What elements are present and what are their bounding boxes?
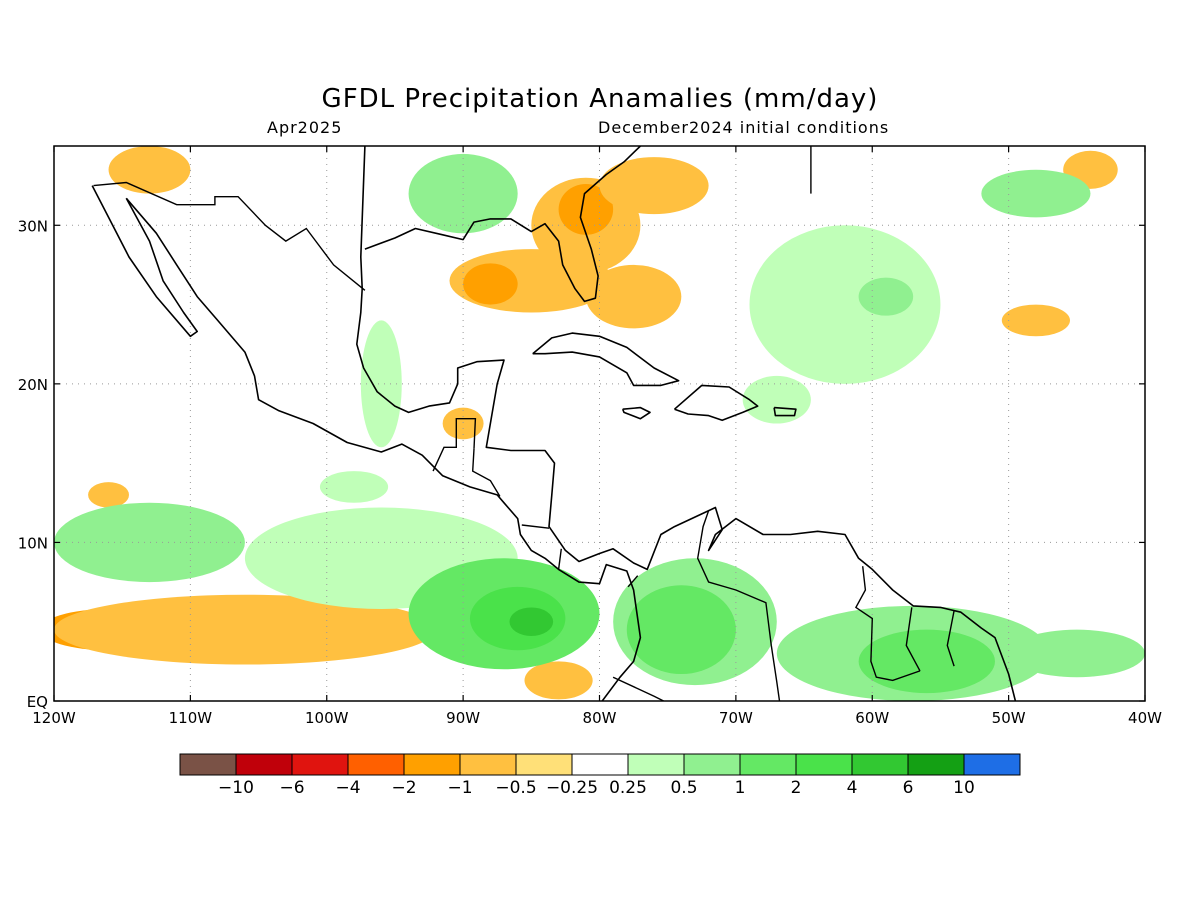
colorbar-swatch	[179, 753, 237, 776]
anomaly-region-2	[54, 594, 436, 665]
colorbar-label: 0.25	[609, 778, 647, 798]
latitude-axis: EQ 10N 20N 30N	[18, 217, 1145, 711]
anomaly-region-30	[319, 471, 389, 503]
lat-tick-label: 30N	[18, 217, 48, 235]
lat-tick-label: 20N	[18, 376, 48, 394]
lon-tick-label: 40W	[1128, 709, 1162, 727]
border-3	[521, 524, 550, 529]
map-title: GFDL Precipitation Anamalies (mm/day)	[321, 84, 879, 114]
anomaly-region-19	[509, 607, 554, 636]
colorbar-swatch	[739, 753, 797, 776]
anomaly-shading	[54, 146, 1145, 701]
colorbar-label: −6	[279, 778, 304, 798]
lon-tick-label: 100W	[305, 709, 349, 727]
colorbar-label: 0.5	[670, 778, 697, 798]
colorbar-label: 2	[791, 778, 802, 798]
anomaly-region-25	[408, 153, 518, 234]
border-6	[696, 510, 781, 701]
colorbar-swatch	[851, 753, 909, 776]
border-10	[946, 610, 955, 667]
border-5	[627, 575, 639, 588]
lon-tick-label: 60W	[855, 709, 889, 727]
colorbar-swatch	[515, 753, 573, 776]
anomaly-region-21	[626, 585, 736, 675]
colorbar-label: 1	[735, 778, 746, 798]
anomaly-region-11	[1001, 304, 1070, 337]
coastlines	[91, 146, 1017, 701]
colorbar-label: 6	[903, 778, 914, 798]
longitude-axis: 120W 110W 100W 90W 80W 70W 60W 50W 40W	[32, 146, 1162, 727]
colorbar-swatch	[795, 753, 853, 776]
colorbar-swatch	[627, 753, 685, 776]
coastline-7	[773, 406, 797, 417]
lon-tick-label: 80W	[583, 709, 617, 727]
coastline-1	[125, 197, 642, 701]
colorbar-swatch	[907, 753, 965, 776]
anomaly-region-31	[742, 375, 811, 424]
border-0	[93, 181, 366, 291]
colorbar-label: −1	[447, 778, 472, 798]
border-1	[432, 418, 477, 472]
coastline-2	[356, 146, 1017, 701]
coastline-5	[673, 384, 759, 422]
colorbar-swatch	[683, 753, 741, 776]
lon-tick-label: 120W	[32, 709, 76, 727]
anomaly-region-24	[1008, 629, 1145, 678]
colorbar: −10 −6 −4 −2 −1 −0.5 −0.25 0.25 0.5 1 2 4 6 10	[179, 753, 1021, 798]
anomaly-region-6	[558, 184, 614, 235]
anomaly-region-23	[858, 629, 995, 694]
border-8	[854, 566, 921, 682]
border-9	[905, 607, 921, 672]
anomaly-region-29	[360, 320, 402, 448]
lon-tick-label: 70W	[719, 709, 753, 727]
anomaly-region-9	[108, 146, 191, 194]
colorbar-label: 4	[847, 778, 858, 798]
initial-conditions-label: December2024 initial conditions	[598, 118, 890, 137]
colorbar-swatch	[235, 753, 293, 776]
political-borders	[93, 146, 955, 701]
anomaly-region-28	[858, 277, 914, 316]
colorbar-label: −0.25	[546, 778, 598, 798]
lon-tick-label: 110W	[169, 709, 213, 727]
lon-tick-label: 90W	[446, 709, 480, 727]
lon-tick-label: 50W	[992, 709, 1026, 727]
lat-tick-label: 10N	[18, 534, 48, 552]
colorbar-swatch	[347, 753, 405, 776]
anomaly-region-7	[585, 264, 682, 329]
anomaly-region-13	[524, 661, 593, 700]
colorbar-swatch	[963, 753, 1021, 776]
anomaly-region-26	[981, 169, 1091, 218]
colorbar-label: −2	[391, 778, 416, 798]
anomaly-region-27	[749, 225, 941, 384]
colorbar-swatch	[571, 753, 629, 776]
anomaly-region-8	[599, 157, 709, 215]
lat-lon-grid	[54, 146, 1145, 701]
anomaly-region-15	[54, 502, 245, 583]
colorbar-swatch	[459, 753, 517, 776]
anomaly-region-14	[88, 482, 130, 508]
coastline-4	[532, 332, 680, 387]
colorbar-label: −4	[335, 778, 360, 798]
coastline-3	[364, 146, 641, 303]
coastline-6	[621, 406, 651, 420]
border-7	[612, 676, 664, 701]
anomaly-region-4	[463, 263, 518, 305]
anomaly-region-12	[442, 407, 484, 440]
colorbar-swatch	[403, 753, 461, 776]
border-2	[471, 448, 501, 497]
coastline-0	[91, 185, 198, 338]
colorbar-label: 10	[953, 778, 975, 798]
lat-tick-label: EQ	[27, 693, 48, 711]
colorbar-label: −0.5	[495, 778, 536, 798]
colorbar-swatch	[291, 753, 349, 776]
colorbar-label: −10	[218, 778, 254, 798]
forecast-month: Apr2025	[267, 118, 343, 137]
border-4	[557, 548, 562, 570]
